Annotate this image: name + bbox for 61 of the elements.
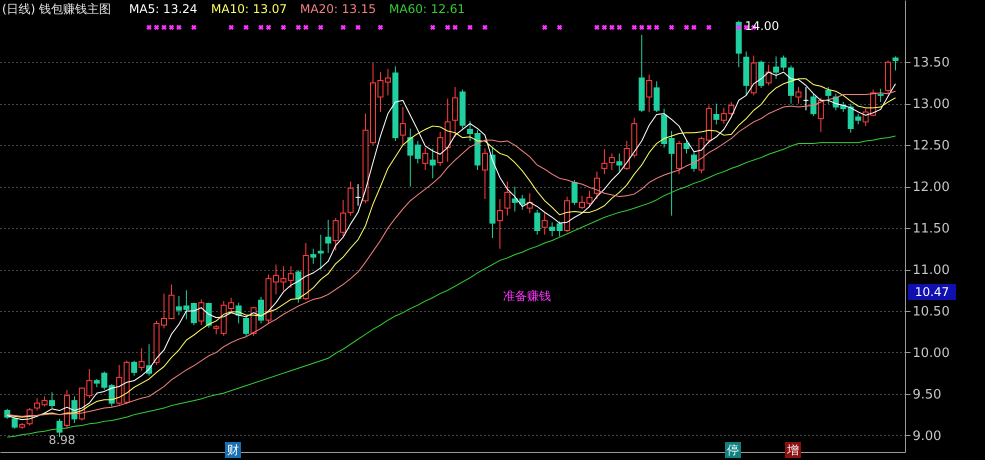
y-tick-label: 10.00 [912, 346, 950, 361]
candlestick [825, 86, 832, 104]
candlestick [310, 248, 316, 264]
candlestick [452, 86, 458, 138]
candlestick [878, 88, 884, 103]
y-tick-label: 9.00 [912, 428, 942, 444]
candlestick [616, 152, 622, 172]
y-tick-label: 9.50 [912, 387, 942, 402]
candlestick [318, 234, 324, 270]
candlestick [355, 184, 362, 206]
annotation: 准备赚钱 [503, 289, 551, 303]
candlestick [713, 103, 720, 125]
candlestick [758, 60, 764, 88]
text: MA60: 12.61 [389, 2, 466, 16]
candlestick [572, 179, 578, 206]
candlestick [802, 86, 809, 111]
candlestick [138, 348, 145, 372]
annotation: 增 [786, 443, 799, 457]
y-tick-label: 13.00 [912, 97, 950, 112]
candlestick [430, 148, 436, 179]
text: MA10: 13.07 [211, 2, 288, 16]
candlestick [496, 198, 503, 250]
y-tick-label: 13.50 [912, 56, 950, 71]
candlestick [49, 392, 56, 409]
text: 10.47 [914, 285, 950, 299]
candlestick [684, 140, 690, 154]
candlestick [654, 80, 660, 112]
candlestick [325, 219, 332, 254]
y-tick-label: 12.50 [912, 138, 950, 154]
candlestick [198, 298, 204, 326]
candlestick [818, 97, 824, 132]
y-tick-label: 11.50 [912, 222, 950, 237]
candlestick [766, 64, 772, 86]
candlestick [892, 56, 899, 71]
annotation: 8.98 [48, 433, 76, 447]
candlestick [422, 147, 428, 171]
candlestick [646, 74, 652, 112]
candlestick [810, 93, 816, 117]
candlestick [601, 148, 608, 175]
annotation: 财 [227, 443, 239, 457]
chart-title: (日线) 钱包赚钱主图 [2, 2, 112, 16]
candlestick [400, 106, 406, 146]
candlestick [243, 316, 250, 336]
y-tick-label: 11.00 [912, 263, 950, 278]
candlestick [690, 151, 697, 172]
candlestick [594, 171, 600, 200]
candlestick [482, 148, 488, 200]
annotation: 停 [727, 443, 739, 457]
candlestick [206, 302, 212, 328]
annotation: 14.00 [744, 19, 780, 33]
candlestick [504, 181, 510, 216]
text: MA20: 13.15 [300, 2, 376, 16]
y-tick-label: 10.50 [912, 304, 950, 320]
candlestick [534, 209, 540, 236]
y-tick-label: 12.00 [912, 180, 950, 196]
candlestick [131, 360, 138, 376]
text: MA5: 13.24 [129, 2, 198, 16]
candlestick [608, 152, 615, 171]
candlestick [258, 296, 264, 324]
candlestick [542, 212, 548, 236]
candlestick [795, 86, 802, 104]
